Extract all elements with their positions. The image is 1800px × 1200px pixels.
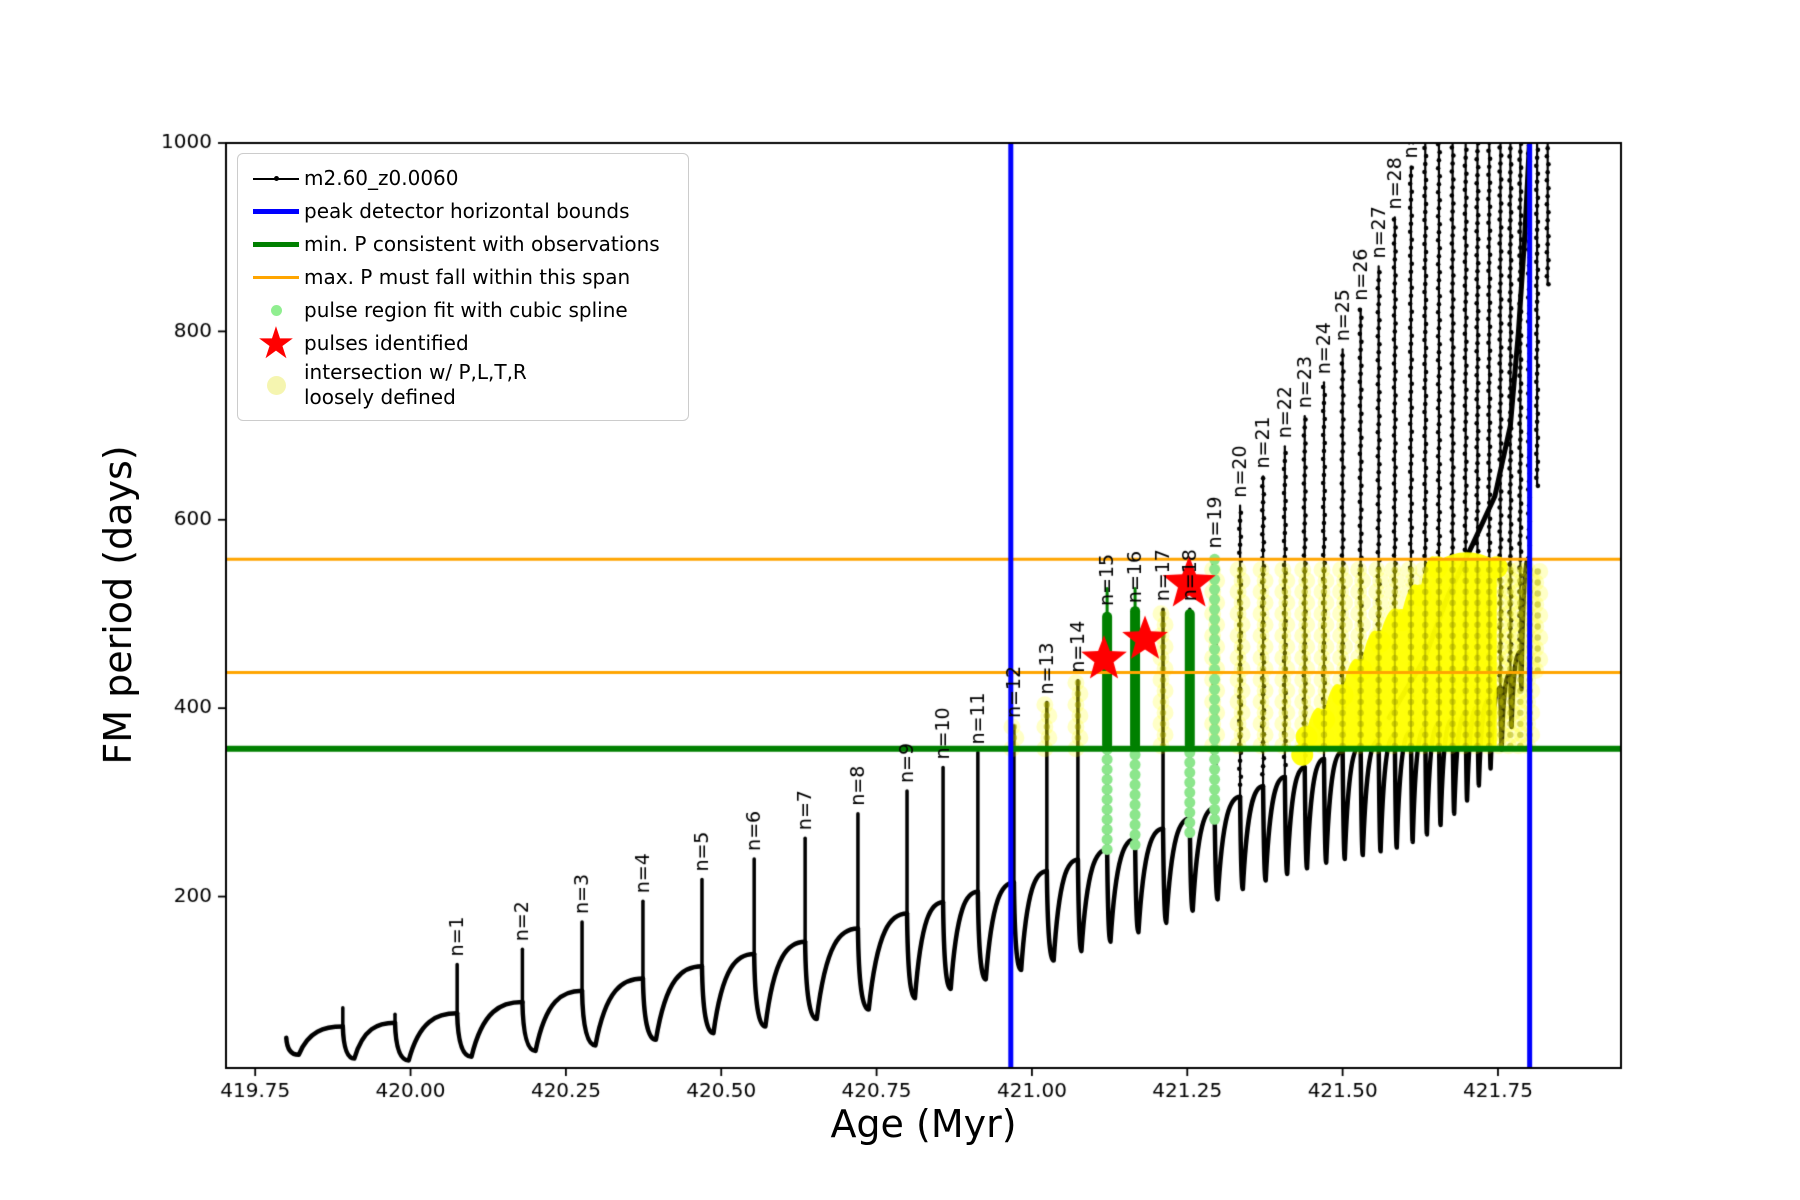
legend-label: max. P must fall within this span	[304, 265, 631, 289]
legend-label: pulse region fit with cubic spline	[304, 298, 628, 322]
legend-label: peak detector horizontal bounds	[304, 199, 630, 223]
series-line-icon	[248, 176, 304, 181]
legend: m2.60_z0.0060 peak detector horizontal b…	[237, 153, 689, 421]
legend-item-min-p: min. P consistent with observations	[248, 228, 676, 261]
y-axis-label: FM period (days)	[96, 445, 140, 765]
legend-label: m2.60_z0.0060	[304, 166, 459, 190]
green-line-icon	[248, 242, 304, 247]
red-star-icon: ★	[256, 317, 296, 369]
paleyellow-dot-icon	[248, 375, 304, 395]
legend-item-max-p: max. P must fall within this span	[248, 261, 676, 294]
legend-item-series: m2.60_z0.0060	[248, 162, 676, 195]
legend-label: min. P consistent with observations	[304, 232, 660, 256]
lightgreen-dot-icon	[248, 305, 304, 316]
legend-label: intersection w/ P,L,T,R loosely defined	[304, 360, 527, 409]
legend-item-pulses: ★ pulses identified	[248, 317, 676, 369]
orange-line-icon	[248, 276, 304, 279]
legend-item-spline: pulse region fit with cubic spline	[248, 294, 676, 327]
legend-item-peak-bounds: peak detector horizontal bounds	[248, 195, 676, 228]
blue-line-icon	[248, 209, 304, 214]
x-axis-label: Age (Myr)	[830, 1102, 1017, 1146]
legend-item-intersection: intersection w/ P,L,T,R loosely defined	[248, 360, 676, 410]
legend-label: pulses identified	[304, 331, 469, 355]
